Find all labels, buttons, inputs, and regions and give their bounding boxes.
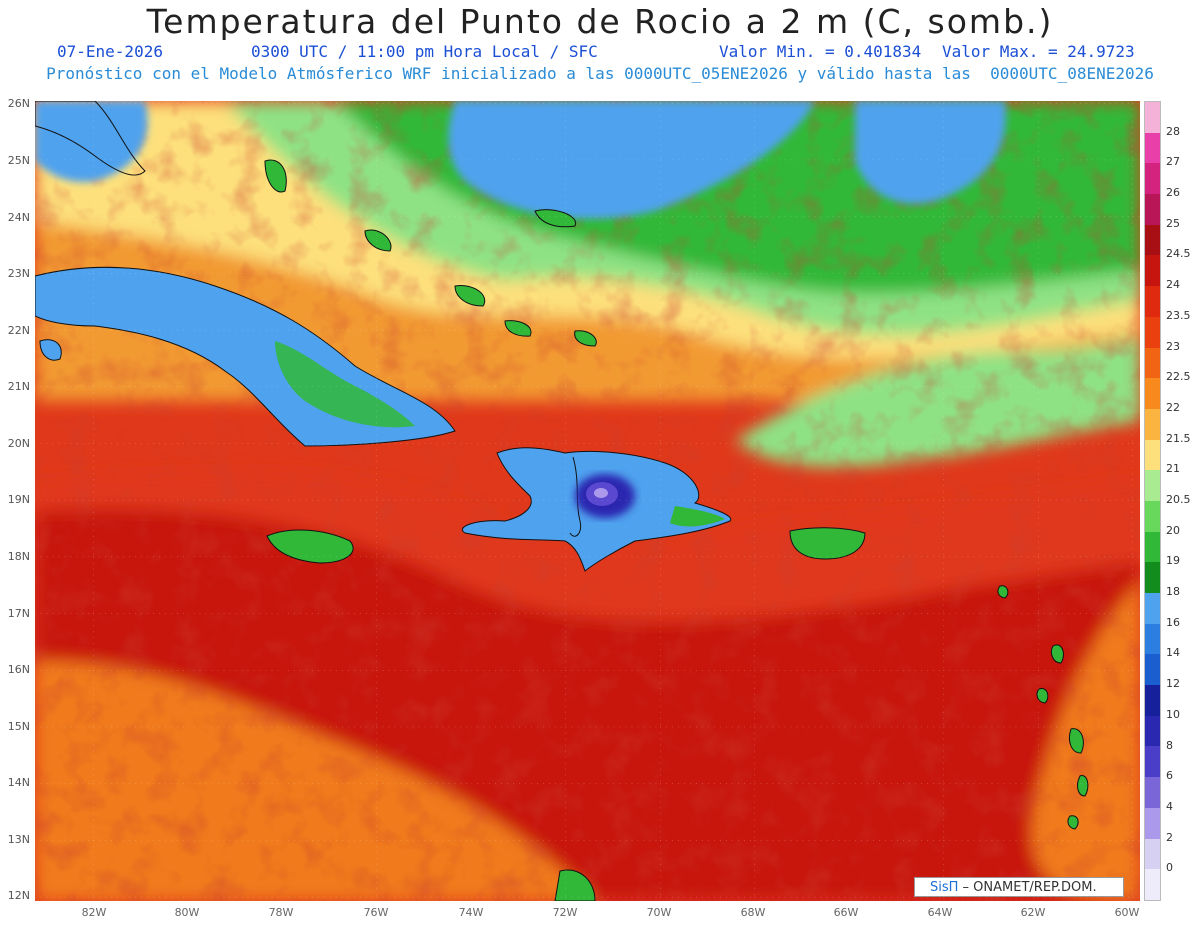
- colorbar-label: 6: [1166, 769, 1173, 783]
- forecast-time: 0300 UTC / 11:00 pm Hora Local / SFC: [251, 42, 598, 61]
- colorbar-swatch: [1145, 163, 1160, 195]
- lat-label: 21N: [7, 380, 30, 393]
- colorbar-swatch: [1145, 623, 1160, 655]
- colorbar-swatch: [1145, 408, 1160, 440]
- lon-label: 60W: [1114, 906, 1140, 919]
- model-info: Pronóstico con el Modelo Atmósferico WRF…: [46, 64, 1154, 83]
- colorbar-swatch: [1145, 685, 1160, 716]
- lon-label: 80W: [174, 906, 200, 919]
- colorbar-label: 22.5: [1166, 370, 1191, 384]
- colorbar-label: 25: [1166, 216, 1180, 230]
- credit-brand: SisΠ: [930, 880, 959, 895]
- colorbar-label: 0: [1166, 861, 1173, 875]
- colorbar-label: 4: [1166, 799, 1173, 813]
- colorbar-label: 21: [1166, 462, 1180, 476]
- lat-label: 15N: [7, 720, 30, 733]
- colorbar-swatch: [1145, 807, 1160, 839]
- lat-label: 13N: [7, 833, 30, 846]
- colorbar-swatch: [1145, 562, 1160, 593]
- lon-label: 74W: [458, 906, 484, 919]
- colorbar-label: 12: [1166, 677, 1180, 691]
- colorbar-swatch: [1145, 746, 1160, 778]
- lon-label: 78W: [268, 906, 294, 919]
- lon-label: 66W: [833, 906, 859, 919]
- lat-label: 24N: [7, 211, 30, 224]
- colorbar-label: 14: [1166, 646, 1180, 660]
- credit-badge: SisΠ – ONAMET/REP.DOM.: [914, 877, 1124, 897]
- colorbar: [1144, 101, 1161, 901]
- colorbar-label: 23: [1166, 339, 1180, 353]
- colorbar-swatch: [1145, 715, 1160, 747]
- colorbar-label: 2: [1166, 830, 1173, 844]
- lat-label: 12N: [7, 889, 30, 902]
- lat-label: 18N: [7, 550, 30, 563]
- lat-label: 16N: [7, 663, 30, 676]
- colorbar-swatch: [1145, 286, 1160, 317]
- colorbar-label: 19: [1166, 554, 1180, 568]
- colorbar-label: 20: [1166, 523, 1180, 537]
- lon-label: 62W: [1020, 906, 1046, 919]
- colorbar-swatch: [1145, 654, 1160, 686]
- colorbar-swatch: [1145, 838, 1160, 870]
- lat-label: 23N: [7, 267, 30, 280]
- lon-label: 82W: [81, 906, 107, 919]
- lat-label: 17N: [7, 607, 30, 620]
- lat-label: 22N: [7, 324, 30, 337]
- max-value: Valor Max. = 24.9723: [942, 42, 1135, 61]
- lon-label: 64W: [927, 906, 953, 919]
- colorbar-swatch: [1145, 194, 1160, 225]
- lon-label: 70W: [646, 906, 672, 919]
- colorbar-swatch: [1145, 500, 1160, 532]
- lat-label: 14N: [7, 776, 30, 789]
- colorbar-label: 22: [1166, 400, 1180, 414]
- colorbar-swatch: [1145, 531, 1160, 563]
- colorbar-swatch: [1145, 777, 1160, 808]
- colorbar-swatch: [1145, 255, 1160, 287]
- dewpoint-map[interactable]: [35, 101, 1140, 901]
- lon-label: 72W: [552, 906, 578, 919]
- lat-label: 20N: [7, 437, 30, 450]
- lat-label: 25N: [7, 154, 30, 167]
- lon-label: 68W: [740, 906, 766, 919]
- colorbar-swatch: [1145, 378, 1160, 409]
- colorbar-swatch: [1145, 132, 1160, 164]
- colorbar-label: 10: [1166, 707, 1180, 721]
- colorbar-label: 26: [1166, 186, 1180, 200]
- map-canvas: [35, 101, 1140, 901]
- min-value: Valor Min. = 0.401834: [719, 42, 922, 61]
- colorbar-label: 24.5: [1166, 247, 1191, 261]
- colorbar-label: 16: [1166, 615, 1180, 629]
- lat-label: 26N: [7, 97, 30, 110]
- colorbar-label: 8: [1166, 738, 1173, 752]
- colorbar-label: 21.5: [1166, 431, 1191, 445]
- map-title: Temperatura del Punto de Rocio a 2 m (C,…: [146, 2, 1054, 41]
- colorbar-swatch: [1145, 224, 1160, 256]
- colorbar-swatch: [1145, 593, 1160, 624]
- colorbar-swatch: [1145, 102, 1160, 133]
- colorbar-swatch: [1145, 470, 1160, 501]
- colorbar-swatch: [1145, 316, 1160, 348]
- lat-label: 19N: [7, 493, 30, 506]
- colorbar-label: 24: [1166, 278, 1180, 292]
- colorbar-label: 23.5: [1166, 308, 1191, 322]
- colorbar-label: 20.5: [1166, 493, 1191, 506]
- colorbar-swatch: [1145, 439, 1160, 471]
- lon-label: 76W: [363, 906, 389, 919]
- forecast-date: 07-Ene-2026: [57, 42, 163, 61]
- colorbar-swatch: [1145, 869, 1160, 900]
- colorbar-label: 18: [1166, 585, 1180, 599]
- colorbar-label: 28: [1166, 124, 1180, 138]
- credit-org: – ONAMET/REP.DOM.: [958, 880, 1097, 895]
- subtitle-line-1: 07-Ene-2026 0300 UTC / 11:00 pm Hora Loc…: [0, 42, 1200, 64]
- colorbar-swatch: [1145, 347, 1160, 379]
- colorbar-label: 27: [1166, 155, 1180, 169]
